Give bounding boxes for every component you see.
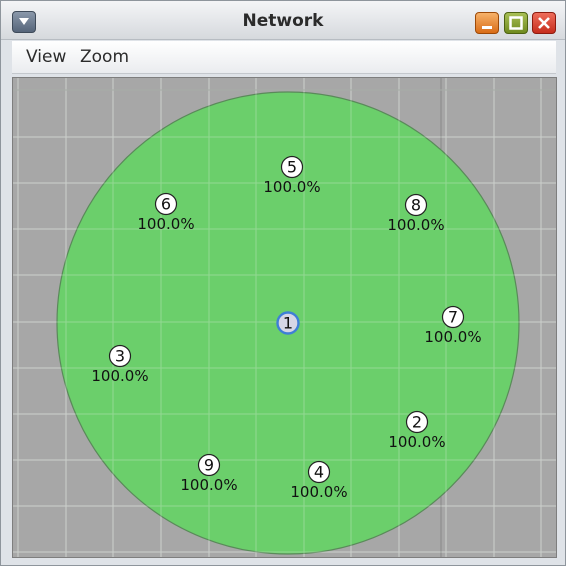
- close-button[interactable]: [532, 12, 556, 34]
- chevron-down-icon: [19, 18, 29, 25]
- grid-overlay: [13, 78, 556, 557]
- node-id-label: 8: [411, 196, 421, 215]
- node-percentage-label: 100.0%: [290, 483, 347, 501]
- node-percentage-label: 100.0%: [388, 433, 445, 451]
- node-percentage-label: 100.0%: [91, 367, 148, 385]
- node-percentage-label: 100.0%: [263, 178, 320, 196]
- node-id-label: 3: [115, 347, 125, 366]
- node-marker[interactable]: [405, 410, 429, 434]
- node-percentage-label: 100.0%: [424, 328, 481, 346]
- network-canvas[interactable]: 1 2 100.0% 3 100.0% 4 100.0% 5 100.0% 6 100.0% 7 100…: [12, 77, 557, 558]
- menu-bar: View Zoom: [12, 41, 556, 74]
- node-id-label: 9: [204, 456, 214, 475]
- node-marker[interactable]: [276, 311, 300, 335]
- node-id-label: 7: [448, 308, 458, 327]
- menu-zoom[interactable]: Zoom: [80, 47, 130, 67]
- menu-view[interactable]: View: [26, 47, 67, 67]
- title-bar[interactable]: Network: [1, 1, 565, 40]
- network-graph[interactable]: 12100.0%3100.0%4100.0%5100.0%6100.0%7100…: [13, 78, 557, 558]
- node-id-label: 4: [314, 463, 324, 482]
- node-marker[interactable]: [280, 155, 304, 179]
- node-marker[interactable]: [441, 305, 465, 329]
- node-marker[interactable]: [108, 344, 132, 368]
- node-id-label: 6: [161, 195, 171, 214]
- maximize-icon: [509, 16, 523, 30]
- node-1[interactable]: 1: [276, 311, 300, 335]
- node-id-label: 5: [287, 158, 297, 177]
- node-marker[interactable]: [197, 453, 221, 477]
- maximize-button[interactable]: [504, 12, 528, 34]
- node-percentage-label: 100.0%: [180, 476, 237, 494]
- minimize-icon: [482, 26, 492, 29]
- close-icon: [538, 17, 550, 29]
- node-marker[interactable]: [307, 460, 331, 484]
- node-id-label: 1: [283, 314, 293, 333]
- node-id-label: 2: [412, 413, 422, 432]
- node-percentage-label: 100.0%: [387, 216, 444, 234]
- node-marker[interactable]: [154, 192, 178, 216]
- window-title: Network: [242, 11, 324, 31]
- node-percentage-label: 100.0%: [137, 215, 194, 233]
- minimize-button[interactable]: [475, 12, 499, 34]
- window-menu-button[interactable]: [12, 11, 36, 33]
- node-marker[interactable]: [404, 193, 428, 217]
